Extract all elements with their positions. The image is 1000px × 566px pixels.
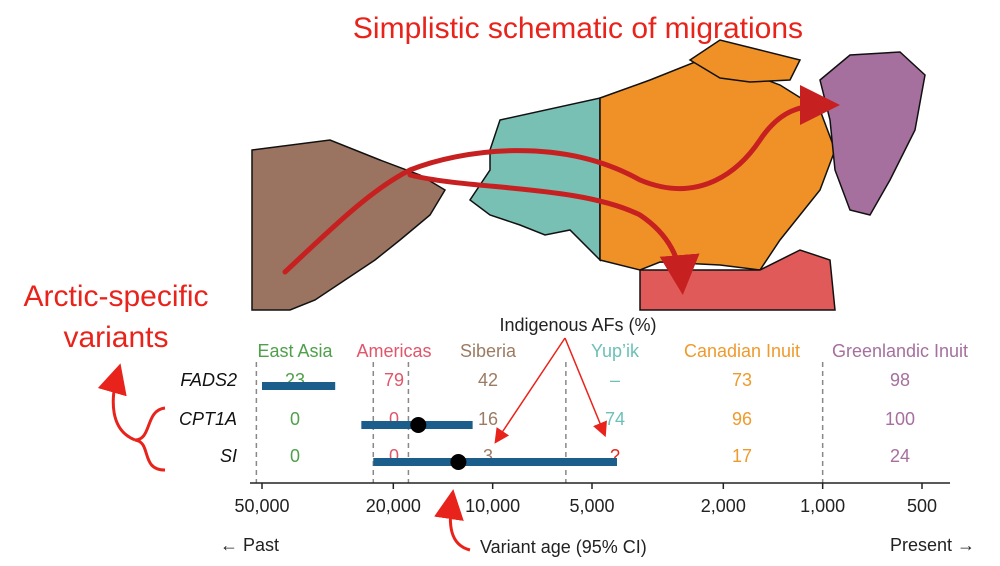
- population-header: Yup’ik: [591, 341, 640, 361]
- population-header: Greenlandic Inuit: [832, 341, 968, 361]
- x-tick-label: 20,000: [366, 496, 421, 516]
- allele-frequency: 42: [478, 370, 498, 390]
- allele-frequency: 0: [389, 446, 399, 466]
- allele-frequency: 17: [732, 446, 752, 466]
- chart: 50,000 20,000 10,000 5,000 2,000 1,000 500 Vari…: [179, 315, 975, 557]
- x-tick-label: 500: [907, 496, 937, 516]
- x-tick-label: 5,000: [569, 496, 614, 516]
- x-tick-label: 10,000: [465, 496, 520, 516]
- past-label: ← Past: [220, 535, 279, 555]
- ci-bar: [262, 382, 336, 390]
- allele-frequency: 79: [384, 370, 404, 390]
- allele-frequency: 16: [478, 409, 498, 429]
- allele-frequency: –: [610, 370, 620, 390]
- allele-frequency: 0: [290, 446, 300, 466]
- population-header: Americas: [356, 341, 431, 361]
- x-tick-label: 2,000: [701, 496, 746, 516]
- variant-name: CPT1A: [179, 409, 237, 429]
- migration-arrows: [282, 85, 840, 295]
- variant-name: FADS2: [180, 370, 237, 390]
- x-tick-label: 1,000: [800, 496, 845, 516]
- map: [251, 39, 926, 311]
- variant-name: SI: [220, 446, 237, 466]
- table-title: Indigenous AFs (%): [499, 315, 656, 335]
- annotation: variants: [63, 321, 168, 354]
- present-label: Present →: [890, 535, 975, 555]
- age-estimate: [450, 454, 467, 470]
- callouts: [97, 337, 607, 552]
- annotation: Arctic-specific: [23, 280, 208, 313]
- age-estimate: [410, 417, 427, 433]
- allele-frequency: 0: [290, 409, 300, 429]
- x-tick-label: 50,000: [234, 496, 289, 516]
- population-header: East Asia: [257, 341, 333, 361]
- allele-frequency: 96: [732, 409, 752, 429]
- population-header: Siberia: [460, 341, 517, 361]
- allele-frequency: 0: [389, 409, 399, 429]
- allele-frequency: 74: [605, 409, 625, 429]
- population-header: Canadian Inuit: [684, 341, 800, 361]
- allele-frequency: 24: [890, 446, 910, 466]
- title: Simplistic schematic of migrations: [353, 12, 803, 45]
- x-axis-label: Variant age (95% CI): [480, 537, 647, 557]
- allele-frequency: 98: [890, 370, 910, 390]
- ci-bar: [373, 458, 617, 466]
- allele-frequency: 3: [483, 446, 493, 466]
- allele-frequency: 73: [732, 370, 752, 390]
- allele-frequency: 100: [885, 409, 915, 429]
- allele-frequency: ?: [610, 446, 620, 466]
